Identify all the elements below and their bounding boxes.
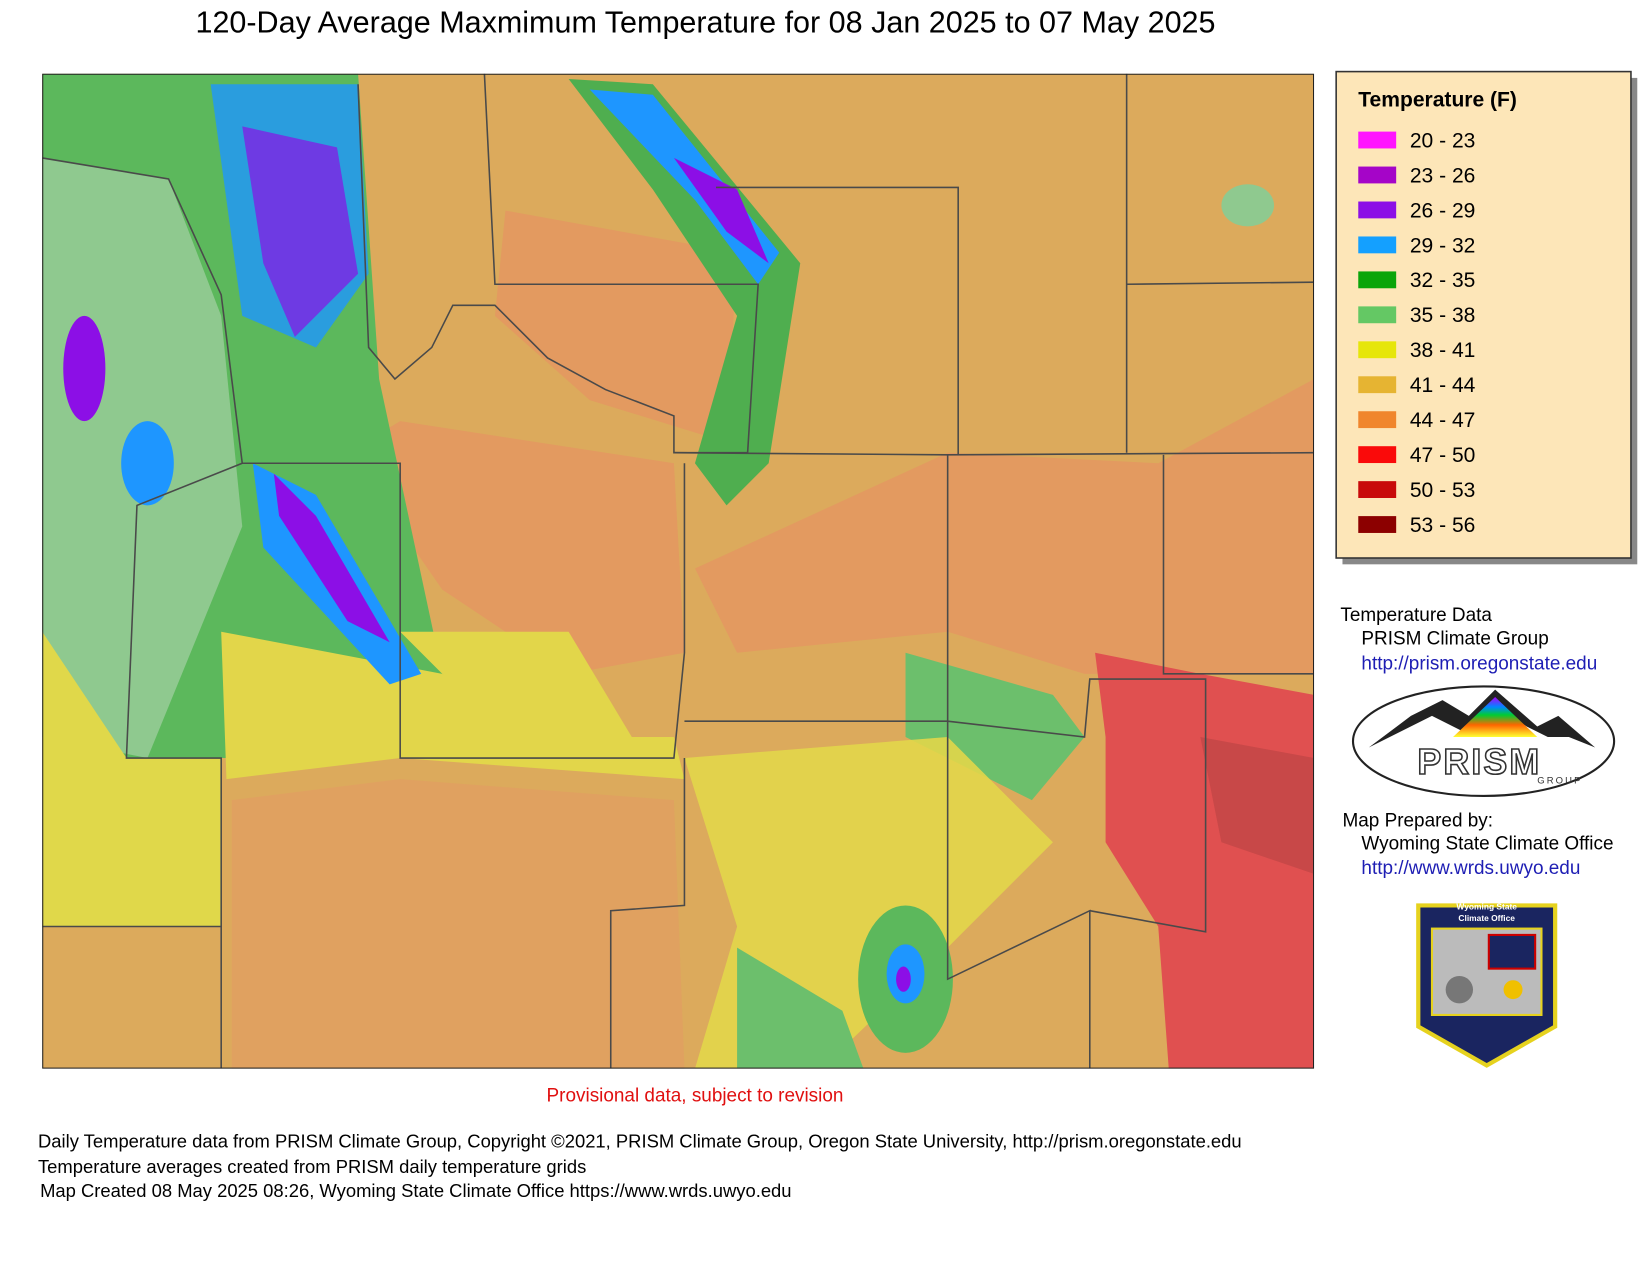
- legend-swatch: [1358, 166, 1397, 184]
- legend-swatch: [1358, 201, 1397, 219]
- legend-items: 20 - 23 23 - 26 26 - 29 29 - 32 32 - 35 35 - …: [1358, 129, 1476, 537]
- map: [42, 73, 1315, 1069]
- legend-label: 26 - 29: [1410, 199, 1476, 222]
- legend-swatch: [1358, 131, 1397, 149]
- legend-label: 41 - 44: [1410, 374, 1476, 397]
- legend-swatch: [1358, 236, 1397, 254]
- legend-label: 20 - 23: [1410, 129, 1476, 152]
- shield-line1: Wyoming State: [1456, 902, 1517, 912]
- legend-label: 53 - 56: [1410, 514, 1476, 537]
- legend-label: 50 - 53: [1410, 479, 1476, 502]
- legend-swatch: [1358, 341, 1397, 359]
- prepared-url[interactable]: http://www.wrds.uwyo.edu: [1361, 858, 1580, 879]
- shield-line2: Climate Office: [1458, 913, 1515, 923]
- credit-url[interactable]: http://prism.oregonstate.edu: [1361, 654, 1597, 675]
- legend-title: Temperature (F): [1358, 88, 1517, 111]
- legend-label: 29 - 32: [1410, 234, 1476, 257]
- prism-logo-sub: GROUP: [1537, 775, 1582, 786]
- legend-label: 32 - 35: [1410, 269, 1476, 292]
- legend-swatch: [1358, 481, 1397, 498]
- wsco-shield: Wyoming State Climate Office: [1416, 902, 1558, 1068]
- legend-swatch: [1358, 376, 1397, 394]
- legend-label: 38 - 41: [1410, 339, 1476, 362]
- legend-label: 44 - 47: [1410, 409, 1476, 432]
- prism-logo-text: PRISM: [1417, 742, 1541, 782]
- prepared-by: Wyoming State Climate Office: [1361, 834, 1613, 855]
- footer-line: Temperature averages created from PRISM …: [38, 1156, 586, 1177]
- legend-label: 23 - 26: [1410, 164, 1476, 187]
- credit-heading: Temperature Data: [1340, 605, 1492, 626]
- credit-source: PRISM Climate Group: [1361, 628, 1548, 649]
- prism-logo: PRISM GROUP: [1351, 685, 1616, 798]
- title: 120-Day Average Maxmimum Temperature for…: [195, 6, 1215, 40]
- legend-swatch: [1358, 446, 1397, 464]
- footer-line: Map Created 08 May 2025 08:26, Wyoming S…: [40, 1180, 791, 1201]
- legend-swatch: [1358, 271, 1397, 289]
- footer-line: Daily Temperature data from PRISM Climat…: [38, 1131, 1242, 1152]
- prepared-heading: Map Prepared by:: [1342, 810, 1493, 831]
- provisional-notice: Provisional data, subject to revision: [547, 1085, 844, 1106]
- legend-swatch: [1358, 516, 1397, 533]
- legend-swatch: [1358, 411, 1397, 429]
- legend-label: 35 - 38: [1410, 304, 1476, 327]
- legend-label: 47 - 50: [1410, 444, 1476, 467]
- legend-swatch: [1358, 306, 1397, 324]
